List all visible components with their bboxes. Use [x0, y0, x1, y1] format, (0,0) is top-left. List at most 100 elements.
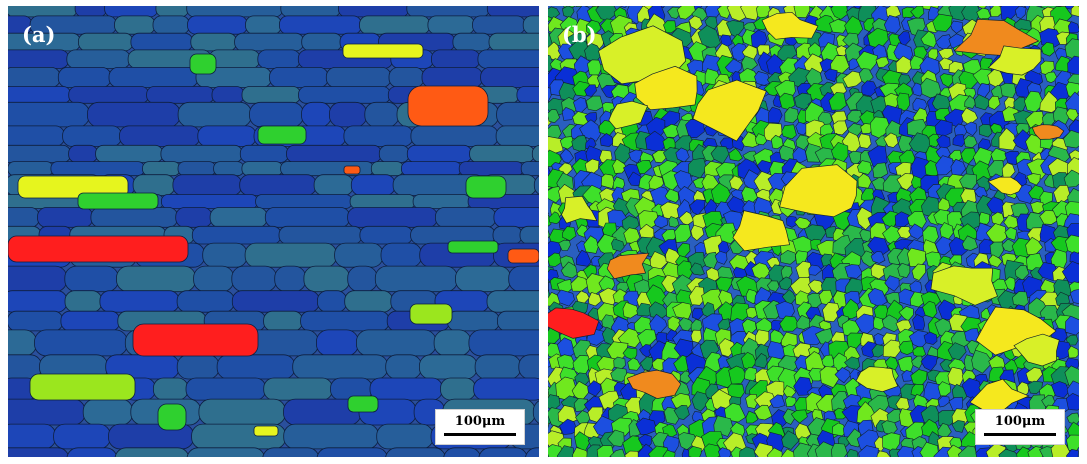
- grain: [741, 131, 760, 148]
- grain: [325, 67, 392, 88]
- grain: [263, 377, 333, 401]
- grain: [244, 242, 338, 268]
- grain: [1039, 209, 1058, 225]
- grain: [458, 161, 524, 177]
- grain: [718, 338, 736, 358]
- grain: [522, 15, 539, 35]
- grain: [728, 365, 747, 385]
- grain: [190, 32, 238, 52]
- grain: [114, 15, 156, 35]
- grain: [1066, 448, 1079, 457]
- highlight-grain: [634, 65, 698, 111]
- grain: [828, 92, 847, 111]
- grain: [768, 264, 784, 285]
- grain: [257, 49, 301, 69]
- grain: [264, 207, 351, 228]
- grain: [66, 49, 131, 69]
- grain: [1027, 446, 1044, 457]
- grain: [280, 6, 341, 18]
- highlight-grain: [626, 369, 682, 399]
- grain: [1063, 129, 1079, 149]
- grain: [8, 67, 61, 88]
- grain: [480, 67, 539, 88]
- highlight-grain: [409, 303, 453, 325]
- grain: [186, 6, 284, 18]
- grain: [1067, 345, 1079, 359]
- grain: [792, 146, 808, 163]
- grain: [262, 447, 320, 457]
- grain: [614, 142, 631, 164]
- grain: [231, 265, 278, 293]
- grain: [283, 423, 380, 450]
- grain: [104, 6, 159, 18]
- grain: [963, 135, 978, 148]
- grain: [960, 147, 977, 165]
- grain: [846, 448, 859, 457]
- grain: [1050, 442, 1072, 457]
- grain: [950, 158, 967, 176]
- grain: [842, 298, 861, 319]
- grain: [488, 32, 539, 52]
- highlight-grain: [407, 85, 489, 127]
- grain: [298, 86, 391, 104]
- grain: [328, 101, 368, 128]
- grain: [369, 377, 443, 401]
- grain: [831, 442, 848, 457]
- grain: [556, 445, 574, 457]
- grain: [1001, 238, 1016, 253]
- grain: [338, 6, 410, 18]
- grain: [8, 423, 57, 450]
- grain: [989, 241, 1004, 258]
- grain: [873, 316, 885, 331]
- grain: [177, 101, 252, 128]
- grain: [269, 67, 329, 88]
- grain: [343, 125, 414, 147]
- grain: [57, 67, 112, 88]
- grain: [961, 235, 979, 251]
- grain: [627, 357, 641, 371]
- grain: [274, 265, 307, 293]
- grain: [548, 211, 562, 225]
- grain: [636, 302, 654, 317]
- grain: [64, 290, 103, 313]
- highlight-grain: [347, 395, 379, 413]
- grain: [231, 290, 320, 313]
- grain: [53, 423, 111, 450]
- grain: [292, 354, 389, 380]
- grain: [856, 206, 874, 231]
- grain-layer: [8, 6, 539, 457]
- highlight-grain: [465, 175, 507, 199]
- grain: [585, 95, 604, 112]
- grain: [572, 447, 589, 457]
- grain: [99, 290, 180, 313]
- grain: [119, 125, 201, 147]
- grain: [559, 136, 575, 150]
- grain: [187, 15, 248, 35]
- grain: [935, 155, 955, 176]
- grain: [679, 370, 692, 384]
- highlight-grain: [732, 210, 791, 252]
- grain: [160, 194, 258, 209]
- grain: [385, 447, 446, 457]
- grain: [446, 310, 500, 332]
- grain: [8, 447, 70, 457]
- grain: [793, 376, 814, 396]
- grain: [870, 263, 889, 280]
- grain: [919, 441, 940, 457]
- highlight-grain: [1013, 333, 1060, 367]
- scale-bar-b: 100μm: [975, 409, 1065, 445]
- highlight-grain: [257, 125, 307, 145]
- grain: [766, 447, 783, 457]
- grain: [793, 6, 811, 19]
- micrograph-b: (b) 100μm: [548, 6, 1079, 457]
- grain: [68, 144, 98, 163]
- grain: [907, 247, 926, 268]
- grain: [870, 251, 886, 264]
- scale-bar-line-a: [444, 433, 516, 436]
- grain: [486, 6, 539, 18]
- grain: [60, 310, 121, 332]
- grain: [559, 148, 574, 164]
- grain: [611, 238, 625, 252]
- grain: [784, 395, 797, 408]
- grain: [668, 216, 680, 228]
